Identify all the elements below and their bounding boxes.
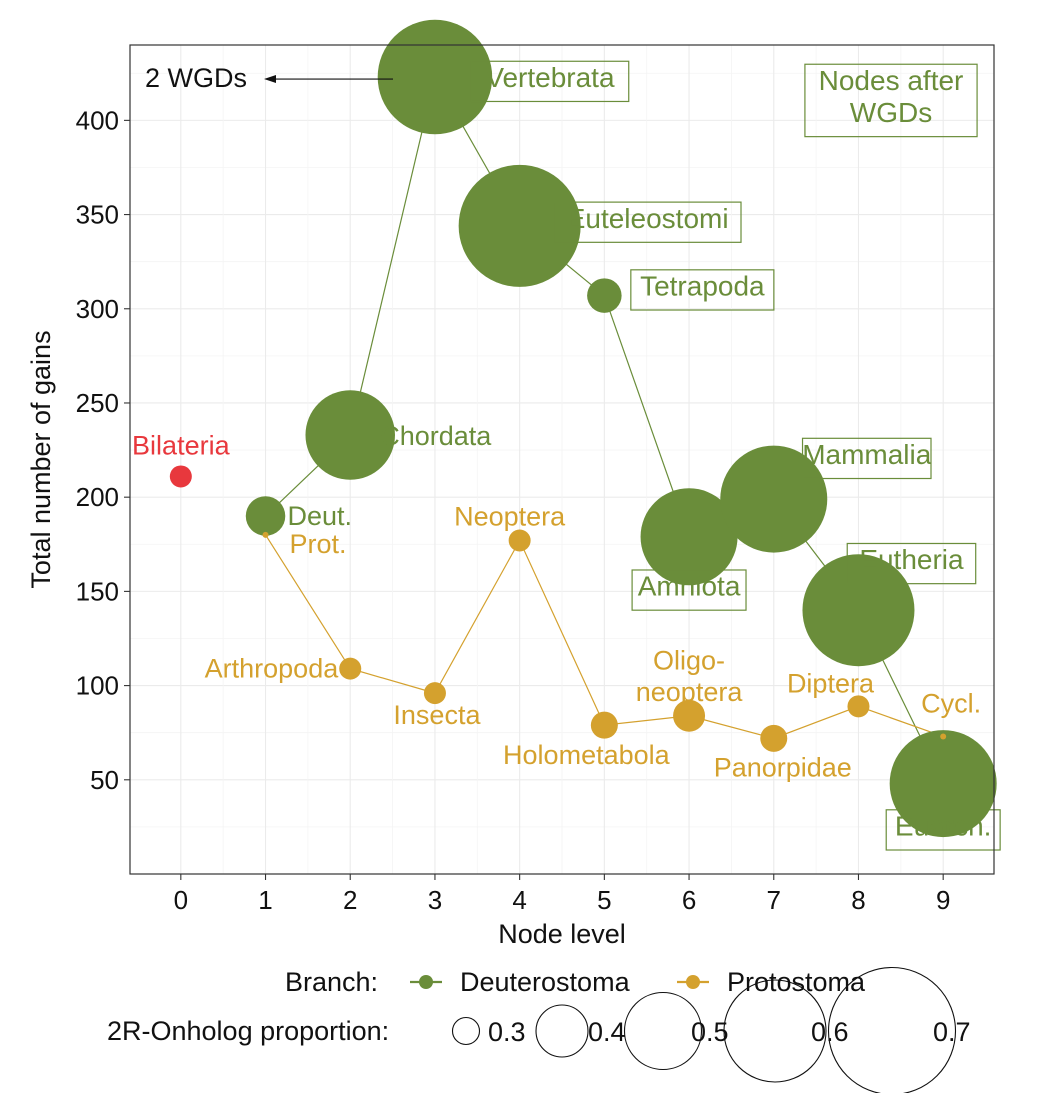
label-vertebrata-text: Vertebrata <box>485 62 615 93</box>
label-amniota-box <box>631 569 747 611</box>
legend-size-circle <box>623 991 703 1071</box>
label-mammalia-text: Mammalia <box>802 439 932 470</box>
point-euteleostomi <box>458 164 581 287</box>
legend-size-circle <box>723 979 827 1083</box>
legend-size-label: 0.3 <box>488 1017 526 1047</box>
label-amniota: Amniota <box>631 569 747 611</box>
y-tick-label: 300 <box>76 294 119 324</box>
point-mammalia <box>720 445 828 553</box>
label-euarch-box <box>885 809 1001 851</box>
y-tick-label: 400 <box>76 105 119 135</box>
label-eutheria-text: Eutheria <box>859 544 964 575</box>
x-tick-label: 6 <box>682 885 696 915</box>
legend-size-label: 0.5 <box>691 1017 729 1047</box>
legend-size-circle <box>451 1016 481 1046</box>
legend-size-circle <box>827 966 957 1093</box>
point-deut <box>245 496 286 536</box>
label-mammalia: Mammalia <box>801 437 932 480</box>
x-axis-title: Node level <box>498 919 626 949</box>
legend-size-title: 2R-Onholog proportion: <box>107 1016 389 1046</box>
y-tick-label: 200 <box>76 482 119 512</box>
x-tick-label: 3 <box>428 885 442 915</box>
point-bilateria <box>169 465 192 488</box>
annotation-arrow-head <box>264 75 276 84</box>
point-chordata <box>305 390 395 480</box>
legend-size-label: 0.4 <box>588 1017 626 1047</box>
annotation-nodes-after-wgds-box <box>804 63 978 138</box>
x-tick-label: 0 <box>174 885 188 915</box>
point-labels: Bilateria Deut. Chordata Vertebrata Euteleos… <box>132 60 1001 851</box>
point-cycl <box>940 733 947 740</box>
label-tetrapoda-text: Tetrapoda <box>640 271 765 302</box>
label-deut: Deut. <box>288 501 353 531</box>
point-insecta <box>423 682 446 705</box>
label-panorpidae: Panorpidae <box>714 752 852 782</box>
point-neoptera <box>508 529 531 552</box>
label-chordata: Chordata <box>380 421 492 451</box>
y-axis-title: Total number of gains <box>26 330 56 588</box>
x-tick-label: 5 <box>597 885 611 915</box>
label-tetrapoda-box <box>630 269 775 311</box>
label-cycl: Cycl. <box>921 688 981 718</box>
label-holometabola: Holometabola <box>503 740 671 770</box>
label-amniota-text: Amniota <box>638 571 741 602</box>
point-oligoneoptera <box>673 699 706 732</box>
annotations: 2 WGDs Nodes after WGDs <box>145 63 978 138</box>
label-prot: Prot. <box>290 529 347 559</box>
x-tick-label: 7 <box>767 885 781 915</box>
x-tick-label: 1 <box>258 885 272 915</box>
legend-branch-protostoma: Protostoma <box>727 967 866 997</box>
annotation-nodes-after-wgds: Nodes after WGDs <box>804 63 978 138</box>
x-tick-label: 8 <box>851 885 865 915</box>
point-tetrapoda <box>587 278 622 313</box>
label-insecta: Insecta <box>393 700 481 730</box>
label-tetrapoda: Tetrapoda <box>630 269 775 311</box>
label-diptera: Diptera <box>787 668 875 698</box>
label-bilateria: Bilateria <box>132 430 231 460</box>
y-tick-label: 50 <box>90 765 119 795</box>
point-eutheria <box>802 554 915 667</box>
label-oligoneoptera: Oligo-neoptera <box>636 646 744 707</box>
legend-size-circle <box>535 1004 589 1058</box>
plot-panel-border <box>129 44 995 875</box>
label-mammalia-box <box>801 437 932 480</box>
label-vertebrata: Vertebrata <box>470 60 630 103</box>
label-neoptera: Neoptera <box>454 502 566 532</box>
point-panorpidae <box>760 724 788 752</box>
point-vertebrata <box>377 19 493 135</box>
axes: 50 100 150 200 250 300 350 400 0 1 2 3 4 5 6 7 8 9 Node le… <box>26 105 950 949</box>
legend-key-dot <box>419 975 433 989</box>
point-arthropoda <box>339 657 362 680</box>
legend: Branch: Deuterostoma Protostoma 2R-Onholog … <box>107 966 971 1093</box>
y-tick-label: 100 <box>76 671 119 701</box>
legend-branch-deuterostoma: Deuterostoma <box>460 967 631 997</box>
legend-size-label: 0.7 <box>933 1017 971 1047</box>
y-tick-label: 250 <box>76 388 119 418</box>
legend-key-dot <box>686 975 700 989</box>
label-eutheria-box <box>846 542 977 585</box>
point-amniota <box>640 488 738 586</box>
label-euarch: Euarch. <box>885 809 1001 851</box>
label-arthropoda: Arthropoda <box>205 654 340 684</box>
x-tick-label: 2 <box>343 885 357 915</box>
point-holometabola <box>590 711 618 739</box>
annotation-nodes-after-wgds-text: Nodes after WGDs <box>819 65 964 128</box>
y-tick-label: 150 <box>76 576 119 606</box>
label-vertebrata-box <box>470 60 630 103</box>
y-tick-label: 350 <box>76 200 119 230</box>
label-euarch-text: Euarch. <box>895 811 992 842</box>
x-tick-label: 9 <box>936 885 950 915</box>
label-euteleostomi: Euteleostomi <box>553 201 742 243</box>
label-eutheria: Eutheria <box>846 542 977 585</box>
x-tick-label: 4 <box>512 885 526 915</box>
label-euteleostomi-box <box>553 201 742 243</box>
point-prot <box>262 531 269 538</box>
label-euteleostomi-text: Euteleostomi <box>567 203 729 234</box>
data-points <box>169 19 997 838</box>
annotation-2-wgds: 2 WGDs <box>145 63 247 93</box>
point-diptera <box>847 695 870 718</box>
legend-branch-title: Branch: <box>285 967 378 997</box>
